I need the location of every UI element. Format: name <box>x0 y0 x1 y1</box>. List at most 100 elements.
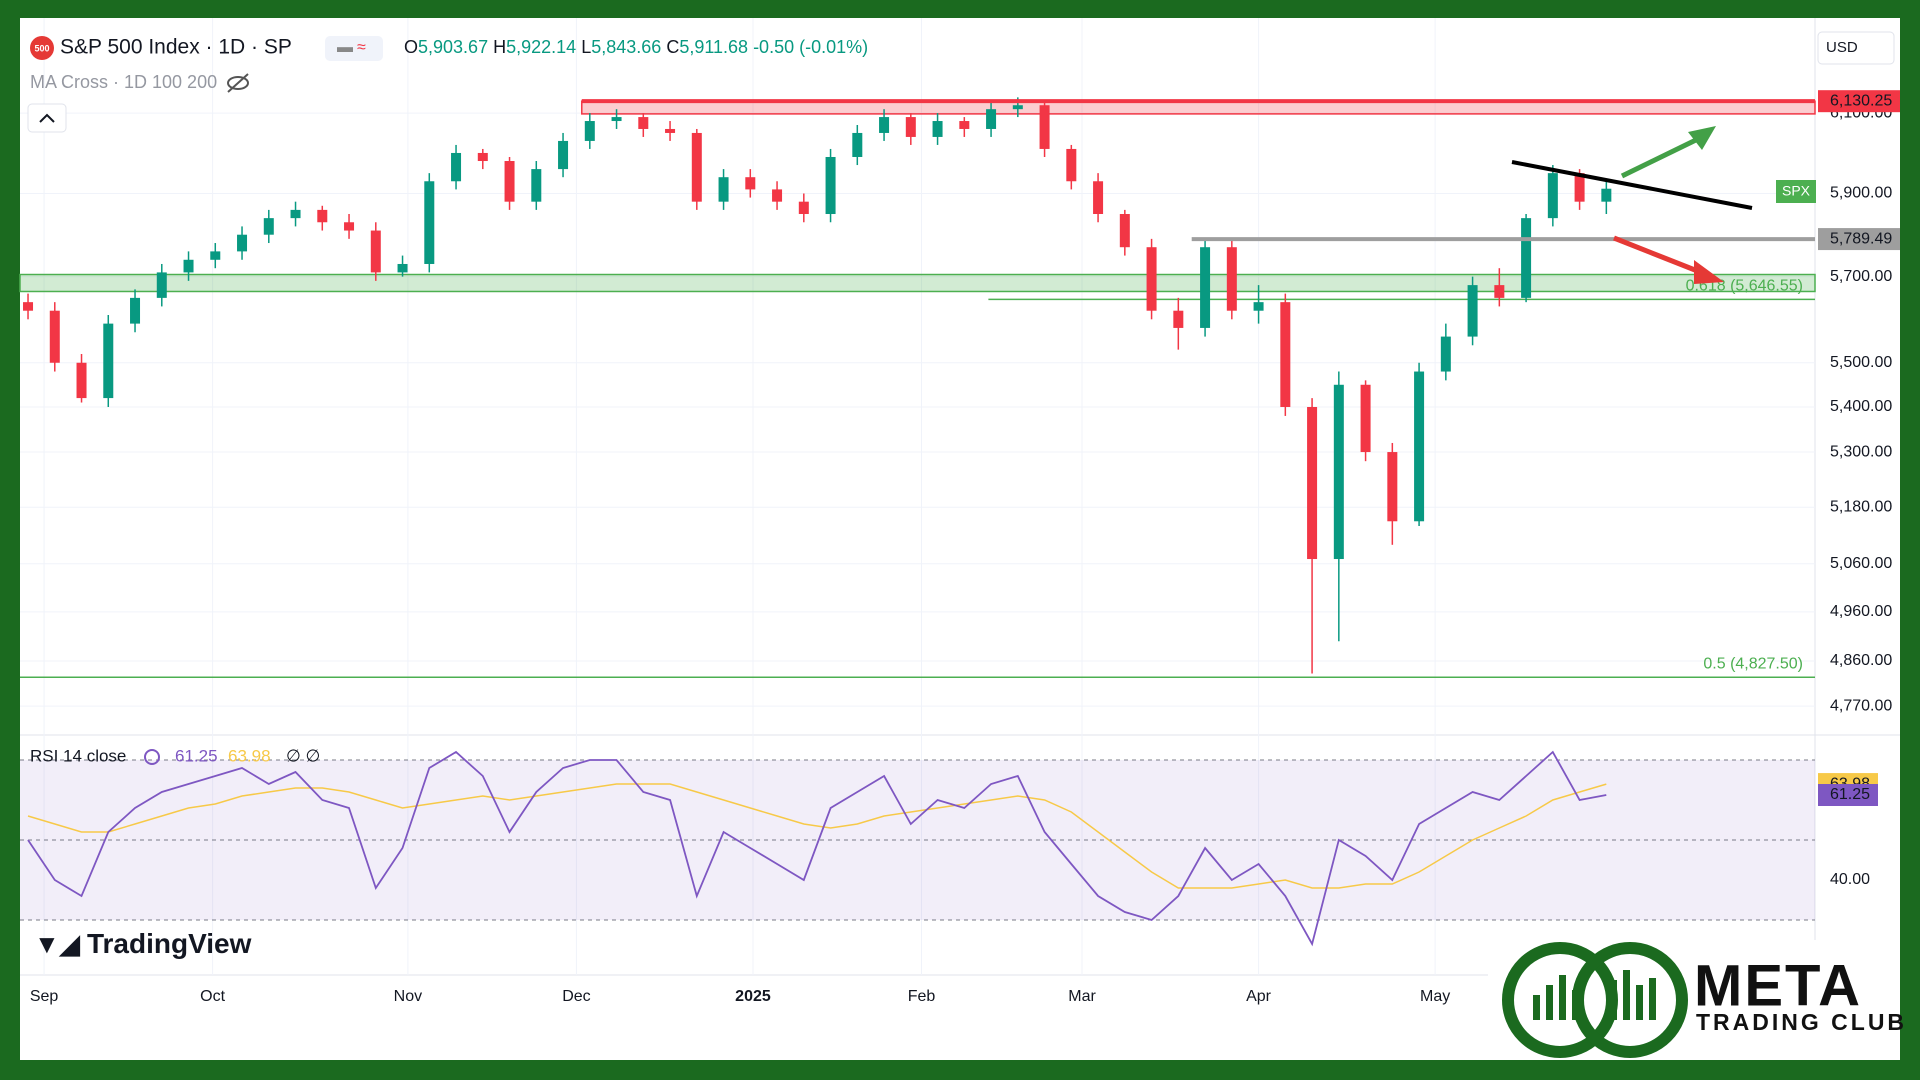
y-tick-label: 5,400.00 <box>1830 398 1892 415</box>
meta-text: META <box>1694 953 1862 1018</box>
rsi-refresh-icon <box>144 749 160 765</box>
y-tick-label: 4,770.00 <box>1830 697 1892 714</box>
minus-icon: ▬ <box>337 39 353 56</box>
candle-body <box>130 297 141 324</box>
tradingview-logo: ⁠▼◢ TradingView <box>34 928 252 959</box>
candle-body <box>531 169 542 202</box>
candle-body <box>1333 384 1344 560</box>
x-tick-label: Oct <box>200 988 225 1005</box>
compare-buttons[interactable] <box>325 36 383 61</box>
candle-body <box>905 117 916 137</box>
rsi-empty-values: ∅ ∅ <box>286 746 320 765</box>
candle-body <box>718 177 729 202</box>
candle-body <box>825 156 836 215</box>
candle-body <box>424 181 435 264</box>
candle-body <box>1200 247 1211 328</box>
candle-body <box>1066 148 1077 182</box>
quote-key: C <box>666 37 679 57</box>
currency-button[interactable] <box>1817 31 1895 65</box>
symbol-icon <box>30 36 54 60</box>
candle-body <box>932 121 943 137</box>
candle-body <box>1173 310 1184 328</box>
candle-body <box>504 161 515 202</box>
symbol-title[interactable]: S&P 500 Index · 1D · SP <box>60 36 292 59</box>
logo-background <box>1488 940 1900 1060</box>
price-tag-label: 6,130.25 <box>1830 92 1892 109</box>
trend-line <box>1511 160 1753 210</box>
x-tick-label: Dec <box>562 988 590 1005</box>
candle-body <box>959 121 970 129</box>
quote-key: L <box>581 37 591 57</box>
zone <box>19 273 1816 293</box>
rsi-tag <box>1818 784 1878 806</box>
price-tag <box>1818 228 1900 251</box>
x-tick-label: Feb <box>908 988 936 1005</box>
candle-body <box>183 259 194 273</box>
y-tick-label: 5,700.00 <box>1830 268 1892 285</box>
x-tick-label: Nov <box>394 988 422 1005</box>
y-tick-label: 5,500.00 <box>1830 354 1892 371</box>
x-tick-label: Mar <box>1068 988 1096 1005</box>
rsi-tick-label: 40.00 <box>1830 871 1870 888</box>
candle-body <box>798 201 809 215</box>
candle-body <box>1467 285 1478 337</box>
meta-subtext: TRADING CLUB <box>1696 1009 1907 1035</box>
candle-body <box>1093 181 1104 215</box>
quote-value: 5,911.68 <box>679 37 748 57</box>
fib-label: 0.5 (4,827.50) <box>1703 655 1803 672</box>
y-tick-label: 5,900.00 <box>1830 185 1892 202</box>
candle-body <box>1414 371 1425 522</box>
candle-body <box>451 152 462 182</box>
symbol-tag <box>1776 180 1816 203</box>
quote-value: 5,922.14 <box>506 37 576 57</box>
candle-body <box>76 362 87 399</box>
arrow-down-head <box>1694 260 1724 284</box>
tradingview-text: TradingView <box>87 928 252 959</box>
y-tick-label: 5,060.00 <box>1830 555 1892 572</box>
x-tick-label: May <box>1420 988 1450 1005</box>
x-tick-label: Sep <box>30 988 59 1005</box>
price-tag <box>1818 90 1900 113</box>
candle-body <box>1253 302 1264 311</box>
y-tick-label: 4,860.00 <box>1830 652 1892 669</box>
candle-body <box>370 230 381 273</box>
candle-body <box>558 140 569 170</box>
candle-body <box>852 132 863 157</box>
candle-body <box>344 222 355 231</box>
candle-body <box>317 209 328 223</box>
candle-body <box>1547 173 1558 219</box>
quote-value: 5,843.66 <box>591 37 661 57</box>
wave-icon: ≈ <box>357 39 366 56</box>
candle-body <box>1280 302 1291 407</box>
candle-body <box>745 177 756 190</box>
quote-key: O <box>404 37 418 57</box>
chevron-up <box>39 113 55 123</box>
y-tick-label: 5,180.00 <box>1830 498 1892 515</box>
plot: Sep Oct Nov Dec 2025 Feb Mar Apr May 4,770.00 4,86… <box>19 90 1900 1005</box>
candle-body <box>611 117 622 122</box>
candle-body <box>665 128 676 133</box>
candle-body <box>1119 214 1130 248</box>
candle-body <box>1012 105 1023 110</box>
arrow-down <box>1613 235 1701 275</box>
indicator-label[interactable]: MA Cross · 1D 100 200 <box>30 72 217 92</box>
candle-body <box>156 272 167 298</box>
candle-body <box>237 234 248 252</box>
candle-body <box>1574 173 1585 202</box>
hide-icon[interactable] <box>227 73 249 93</box>
rsi-ma-value: 63.98 <box>228 746 271 765</box>
arrow-up-head <box>1688 126 1716 150</box>
candle-body <box>23 302 34 311</box>
candle-body <box>1494 285 1505 298</box>
collapse-button[interactable] <box>27 103 67 133</box>
x-tick-label: 2025 <box>735 988 771 1005</box>
arrow-up <box>1620 135 1702 179</box>
candle-body <box>1307 406 1318 560</box>
candle-body <box>1226 247 1237 311</box>
candle-body <box>263 218 274 235</box>
candle-body <box>691 132 702 202</box>
candle-body <box>1521 218 1532 298</box>
rsi-title: RSI 14 close <box>30 746 126 765</box>
meta-emblem <box>1502 942 1688 1058</box>
